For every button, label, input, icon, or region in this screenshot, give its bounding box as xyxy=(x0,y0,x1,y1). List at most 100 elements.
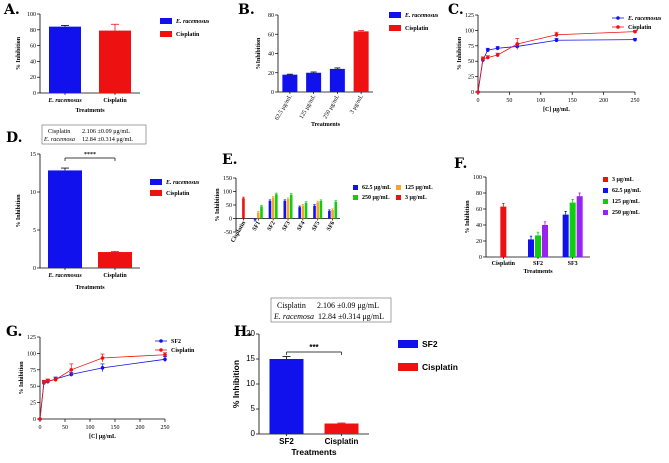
e-bar xyxy=(334,201,338,219)
d-bar xyxy=(48,170,82,268)
b-y-tick-label: 20 xyxy=(268,71,274,77)
c-x-tick-label: 200 xyxy=(599,98,608,104)
g-data-point xyxy=(69,368,74,372)
e-bar xyxy=(275,194,278,219)
e-x-tick-label: SF6 xyxy=(326,221,336,233)
f-bar xyxy=(528,239,534,257)
h-bar xyxy=(324,423,359,434)
e-legend-swatch xyxy=(396,185,401,190)
g-data-point xyxy=(38,417,42,421)
e-legend-swatch xyxy=(353,185,358,190)
a-y-tick-label: 20 xyxy=(30,75,36,81)
e-bar xyxy=(271,197,275,219)
c-x-axis-label: [C] μg/mL xyxy=(543,107,570,113)
f-y-tick-label: 80 xyxy=(476,191,482,197)
f-y-tick-label: 20 xyxy=(476,239,482,245)
c-data-point xyxy=(633,29,637,34)
c-data-point xyxy=(495,53,500,57)
b-legend-label: Cisplatin xyxy=(405,26,429,32)
b-x-axis-label: Treatments xyxy=(311,122,341,128)
b-bar xyxy=(353,31,369,92)
d-legend-swatch xyxy=(150,179,162,185)
stat-box-h: Cisplatin 2.106 ±0.09 μg/mL E. racemosa … xyxy=(270,297,392,323)
e-legend-label: 125 μg/mL xyxy=(405,185,433,191)
e-bar xyxy=(304,202,308,219)
chart-f: 0 20 40 60 80 100 Cisplatin SF2 SF3 Treatments % I… xyxy=(465,175,641,275)
c-data-point xyxy=(485,55,490,60)
h-y-tick-label: 0 xyxy=(251,429,256,438)
e-y-tick-label: -50 xyxy=(224,230,232,236)
c-y-tick-label: 100 xyxy=(465,28,474,34)
panel-label-h: H. xyxy=(234,324,252,340)
g-x-tick-label: 0 xyxy=(39,425,42,431)
g-x-tick-label: 100 xyxy=(86,425,95,431)
g-x-tick-label: 200 xyxy=(136,425,145,431)
stat-box-d: Cisplatin 2.106 ±0.09 μg/mL E. racemosa … xyxy=(41,124,147,145)
e-x-tick-label: SF4 xyxy=(296,221,306,233)
g-legend-label: SF2 xyxy=(171,339,181,345)
a-y-tick-label: 80 xyxy=(30,28,36,34)
e-bar xyxy=(256,212,260,219)
f-legend-label: 125 μg/mL xyxy=(612,199,640,205)
stat-box-h-line2-label: E. racemosa xyxy=(273,312,314,321)
h-y-tick-label: 10 xyxy=(246,379,255,388)
chart-e: -50 0 50 100 150 Cisplatin SF1 SF2 SF3 SF4 SF5 SF6%… xyxy=(215,176,433,244)
c-x-tick-label: 150 xyxy=(568,98,577,104)
c-y-tick-label: 0 xyxy=(471,90,474,96)
e-legend-swatch xyxy=(396,195,401,200)
b-bar xyxy=(306,72,322,92)
e-x-tick-label: SF1 xyxy=(252,221,262,233)
panel-label-g: G. xyxy=(6,324,22,340)
c-y-tick-label: 125 xyxy=(465,13,474,19)
g-data-point xyxy=(100,356,105,360)
panel-label-e: E. xyxy=(222,152,238,168)
e-bar xyxy=(268,200,272,219)
e-legend-label: 62.5 μg/mL xyxy=(362,185,391,191)
f-y-tick-label: 0 xyxy=(479,255,482,261)
e-bar xyxy=(331,209,334,219)
a-legend-label: E. racemosus xyxy=(175,19,210,25)
c-series-line xyxy=(477,39,636,93)
c-legend-label: Cisplatin xyxy=(628,25,652,31)
d-x-tick-label: E. racemosus xyxy=(47,273,82,279)
c-x-tick-label: 250 xyxy=(631,98,640,104)
f-bar xyxy=(576,196,583,257)
panel-label-b: B. xyxy=(238,2,255,18)
e-y-tick-label: 100 xyxy=(223,190,232,196)
b-y-tick-label: 80 xyxy=(268,13,274,19)
c-legend-label: E. racemosus xyxy=(627,16,662,22)
f-x-tick-label: SF3 xyxy=(568,261,578,267)
f-y-axis-label: % Inhibition xyxy=(465,200,471,234)
f-bar xyxy=(500,206,507,257)
b-legend-swatch xyxy=(389,25,401,31)
stat-box-h-line1-label: Cisplatin xyxy=(277,301,306,310)
h-x-tick-label: SF2 xyxy=(279,437,294,446)
d-legend-label: Cisplatin xyxy=(166,191,190,197)
a-legend-swatch xyxy=(160,31,172,37)
h-legend-swatch xyxy=(398,340,418,348)
e-bar xyxy=(328,210,331,219)
a-y-tick-label: 100 xyxy=(27,12,36,18)
h-legend-label: SF2 xyxy=(422,339,438,349)
e-y-tick-label: 150 xyxy=(223,176,232,182)
g-data-point xyxy=(53,377,58,382)
a-x-tick-label: Cisplatin xyxy=(103,98,127,104)
chart-d: 0 5 10 15 E. racemosus Cisplatin Treatments % I… xyxy=(16,152,200,291)
g-y-axis-label: % Inhibition xyxy=(19,361,25,395)
e-x-tick-label: SF3 xyxy=(282,221,292,233)
b-legend-label: E. racemosus xyxy=(404,13,439,19)
a-x-tick-label: E. racemosus xyxy=(47,98,82,104)
e-x-tick-label: Cisplatin xyxy=(230,220,247,244)
h-y-tick-label: 5 xyxy=(251,404,256,413)
b-bar xyxy=(329,68,345,92)
a-bar xyxy=(49,26,81,93)
d-x-tick-label: Cisplatin xyxy=(103,273,127,279)
g-y-tick-label: 75 xyxy=(30,368,36,374)
e-legend-swatch xyxy=(353,195,358,200)
e-x-tick-label: SF5 xyxy=(311,221,321,233)
b-y-tick-label: 60 xyxy=(268,32,274,38)
stat-box-h-line1-value: 2.106 ±0.09 μg/mL xyxy=(317,301,379,310)
g-data-point xyxy=(100,366,105,370)
e-y-tick-label: 0 xyxy=(229,217,232,223)
